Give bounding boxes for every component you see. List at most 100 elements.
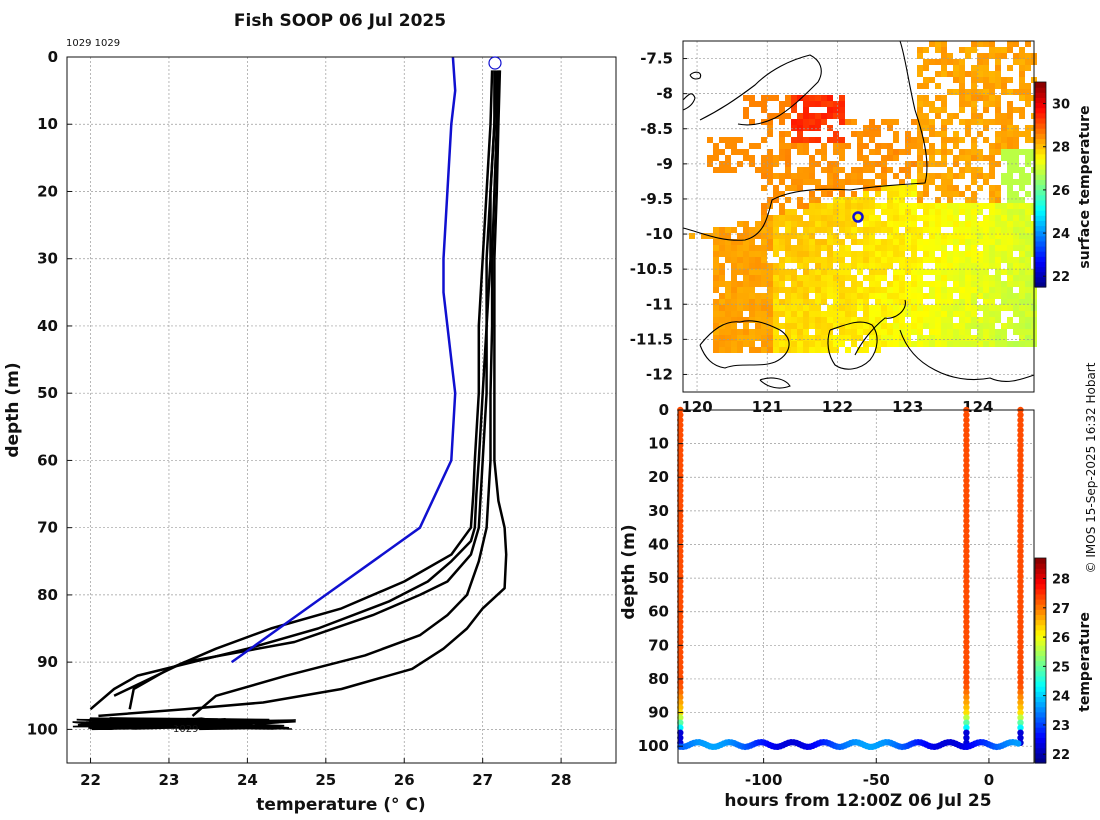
section-dot [677, 719, 684, 726]
map-sst-cell [1013, 305, 1019, 311]
map-sst-cell [953, 173, 959, 179]
map-sst-cell [917, 329, 923, 335]
map-sst-cell [887, 329, 893, 335]
map-frame [682, 40, 1035, 393]
map-sst-cell [767, 293, 773, 299]
map-sst-cell [923, 161, 929, 167]
map-sst-cell [935, 299, 941, 305]
map-sst-cell [743, 281, 749, 287]
map-sst-cell [965, 227, 971, 233]
map-sst-cell [881, 341, 887, 347]
map-sst-cell [1025, 125, 1031, 131]
map-sst-cell [947, 137, 953, 143]
map-sst-cell [767, 329, 773, 335]
map-sst-cell [917, 335, 923, 341]
map-sst-cell [881, 257, 887, 263]
section-colorbar-segment [1035, 568, 1046, 574]
map-sst-cell [815, 317, 821, 323]
map-sst-cell [941, 251, 947, 257]
map-sst-cell [845, 287, 851, 293]
map-sst-cell [821, 119, 827, 125]
map-sst-cell [779, 191, 785, 197]
map-sst-cell [959, 341, 965, 347]
map-sst-cell [965, 275, 971, 281]
map-sst-cell [1007, 251, 1013, 257]
map-sst-cell [1019, 167, 1025, 173]
section-dot [1017, 694, 1024, 701]
map-sst-cell [767, 197, 773, 203]
map-sst-cell [851, 197, 857, 203]
map-sst-cell [845, 251, 851, 257]
map-sst-cell [785, 95, 791, 101]
map-sst-cell [845, 203, 851, 209]
map-sst-cell [821, 191, 827, 197]
map-sst-cell [833, 305, 839, 311]
map-sst-cell [977, 167, 983, 173]
map-sst-cell [857, 137, 863, 143]
map-sst-cell [959, 251, 965, 257]
map-sst-cell [707, 137, 713, 143]
map-sst-cell [839, 293, 845, 299]
map-sst-cell [857, 299, 863, 305]
map-sst-cell [809, 95, 815, 101]
map-sst-cell [959, 173, 965, 179]
map-sst-cell [773, 227, 779, 233]
section-dot [963, 467, 970, 474]
map-sst-cell [833, 293, 839, 299]
map-sst-cell [1013, 299, 1019, 305]
map-sst-cell [761, 275, 767, 281]
map-sst-cell [875, 215, 881, 221]
map-sst-cell [1013, 245, 1019, 251]
map-sst-cell [827, 335, 833, 341]
section-dot [1017, 548, 1024, 555]
section-dot [963, 643, 970, 651]
section-dot [1017, 442, 1024, 449]
map-sst-cell [1007, 233, 1013, 239]
section-dot [677, 522, 684, 530]
map-sst-cell [995, 335, 1001, 341]
map-sst-cell [809, 119, 815, 125]
map-sst-cell [1019, 245, 1025, 251]
map-sst-cell [1019, 221, 1025, 227]
map-sst-cell [749, 341, 755, 347]
map-sst-cell [767, 239, 773, 245]
section-colorbar-segment [1035, 558, 1046, 564]
map-sst-cell [851, 191, 857, 197]
map-sst-cell [761, 167, 767, 173]
map-sst-cell [917, 263, 923, 269]
map-sst-cell [863, 233, 869, 239]
section-dot [677, 487, 684, 494]
map-sst-cell [827, 185, 833, 191]
map-sst-cell [767, 161, 773, 167]
map-sst-cell [851, 131, 857, 137]
map-sst-cell [1019, 239, 1025, 245]
map-sst-cell [1013, 215, 1019, 221]
map-sst-cell [905, 137, 911, 143]
map-sst-cell [767, 263, 773, 269]
map-sst-cell [1013, 59, 1019, 65]
map-sst-cell [995, 47, 1001, 53]
section-dot [1017, 532, 1024, 540]
map-sst-cell [935, 329, 941, 335]
map-sst-cell [965, 239, 971, 245]
map-sst-cell [755, 335, 761, 341]
map-sst-cell [989, 311, 995, 317]
map-sst-cells [689, 41, 1037, 353]
map-sst-cell [1007, 275, 1013, 281]
map-sst-cell [935, 47, 941, 53]
profile-x-tick-label: 24 [237, 771, 258, 789]
map-sst-cell [803, 113, 809, 119]
section-dot [677, 664, 684, 671]
map-sst-cell [845, 317, 851, 323]
map-sst-cell [971, 167, 977, 173]
map-sst-cell [767, 245, 773, 251]
map-sst-cell [887, 245, 893, 251]
map-sst-cell [713, 155, 719, 161]
map-sst-cell [935, 335, 941, 341]
map-lat-tick-label: -10.5 [630, 260, 673, 278]
section-dot [677, 623, 684, 630]
map-colorbar-segment [1035, 148, 1046, 155]
map-sst-cell [899, 317, 905, 323]
map-sst-cell [833, 281, 839, 287]
